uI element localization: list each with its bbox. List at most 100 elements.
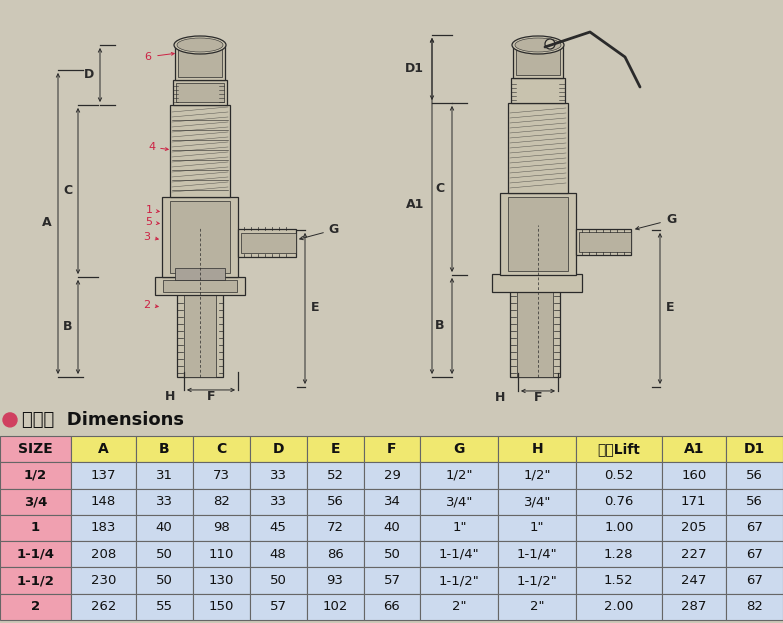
Text: 3/4": 3/4": [524, 495, 551, 508]
Bar: [363, 515, 420, 541]
Circle shape: [545, 39, 555, 49]
Text: 287: 287: [681, 600, 706, 613]
Text: E: E: [330, 442, 340, 456]
Bar: [662, 436, 726, 462]
Text: 3/4: 3/4: [24, 495, 47, 508]
Text: 1.52: 1.52: [604, 574, 633, 587]
Text: 1: 1: [31, 521, 40, 535]
Bar: [576, 541, 662, 568]
Bar: [576, 436, 662, 462]
Text: 6: 6: [145, 52, 151, 62]
Text: 2: 2: [31, 600, 40, 613]
Bar: [135, 488, 193, 515]
Bar: [726, 541, 783, 568]
Bar: [510, 289, 560, 377]
Text: 1/2": 1/2": [446, 469, 473, 482]
Bar: [135, 436, 193, 462]
Text: 82: 82: [746, 600, 763, 613]
Bar: [498, 594, 576, 620]
Bar: [307, 515, 363, 541]
Bar: [71, 462, 135, 488]
Text: 86: 86: [327, 548, 344, 561]
Text: 40: 40: [156, 521, 172, 535]
Bar: [0, 488, 71, 515]
Bar: [363, 488, 420, 515]
Text: 56: 56: [746, 469, 763, 482]
Text: 29: 29: [384, 469, 400, 482]
Text: G: G: [453, 442, 465, 456]
Text: E: E: [666, 302, 674, 315]
Text: 227: 227: [681, 548, 706, 561]
Bar: [0, 541, 71, 568]
Text: 1/2": 1/2": [523, 469, 551, 482]
Text: 1-1/4: 1-1/4: [16, 548, 55, 561]
Bar: [176, 83, 224, 102]
Bar: [135, 594, 193, 620]
Text: E: E: [311, 302, 319, 315]
Text: 3/4": 3/4": [446, 495, 473, 508]
Text: 1-1/2": 1-1/2": [517, 574, 557, 587]
Ellipse shape: [512, 36, 564, 54]
Bar: [363, 568, 420, 594]
Bar: [250, 541, 307, 568]
Bar: [576, 594, 662, 620]
Bar: [177, 292, 223, 377]
Text: 2.00: 2.00: [604, 600, 633, 613]
Bar: [307, 568, 363, 594]
Bar: [363, 541, 420, 568]
Bar: [420, 594, 498, 620]
Bar: [492, 274, 582, 292]
Bar: [250, 594, 307, 620]
Bar: [662, 568, 726, 594]
Text: 73: 73: [213, 469, 229, 482]
Bar: [726, 488, 783, 515]
Bar: [238, 229, 296, 257]
Text: 50: 50: [269, 574, 287, 587]
Bar: [162, 197, 238, 277]
Text: B: B: [435, 320, 444, 333]
Ellipse shape: [515, 38, 561, 52]
Bar: [193, 541, 250, 568]
Text: C: C: [63, 184, 72, 197]
Text: 160: 160: [681, 469, 706, 482]
Text: D: D: [272, 442, 283, 456]
Text: 67: 67: [746, 548, 763, 561]
Text: F: F: [534, 391, 543, 404]
Text: 31: 31: [156, 469, 173, 482]
Bar: [498, 541, 576, 568]
Bar: [0, 462, 71, 488]
Bar: [576, 515, 662, 541]
Bar: [71, 436, 135, 462]
Text: G: G: [666, 214, 677, 227]
Text: 262: 262: [91, 600, 116, 613]
Text: 55: 55: [156, 600, 173, 613]
Bar: [170, 105, 230, 197]
Text: 130: 130: [208, 574, 234, 587]
Bar: [193, 594, 250, 620]
Bar: [250, 515, 307, 541]
Text: 1.00: 1.00: [604, 521, 633, 535]
Text: A1: A1: [406, 199, 424, 211]
Bar: [726, 515, 783, 541]
Text: 171: 171: [681, 495, 706, 508]
Bar: [0, 568, 71, 594]
Text: 34: 34: [384, 495, 400, 508]
Text: 57: 57: [269, 600, 287, 613]
Text: D1: D1: [405, 62, 424, 75]
Text: 2: 2: [143, 300, 150, 310]
Bar: [173, 80, 227, 105]
Bar: [307, 462, 363, 488]
Text: A1: A1: [684, 442, 704, 456]
Text: 52: 52: [327, 469, 344, 482]
Text: H: H: [532, 442, 543, 456]
Bar: [71, 594, 135, 620]
Text: 56: 56: [746, 495, 763, 508]
Bar: [135, 515, 193, 541]
Bar: [193, 436, 250, 462]
Bar: [498, 488, 576, 515]
Bar: [498, 515, 576, 541]
Text: 102: 102: [323, 600, 348, 613]
Bar: [175, 268, 225, 280]
Text: 183: 183: [91, 521, 116, 535]
Text: B: B: [63, 320, 72, 333]
